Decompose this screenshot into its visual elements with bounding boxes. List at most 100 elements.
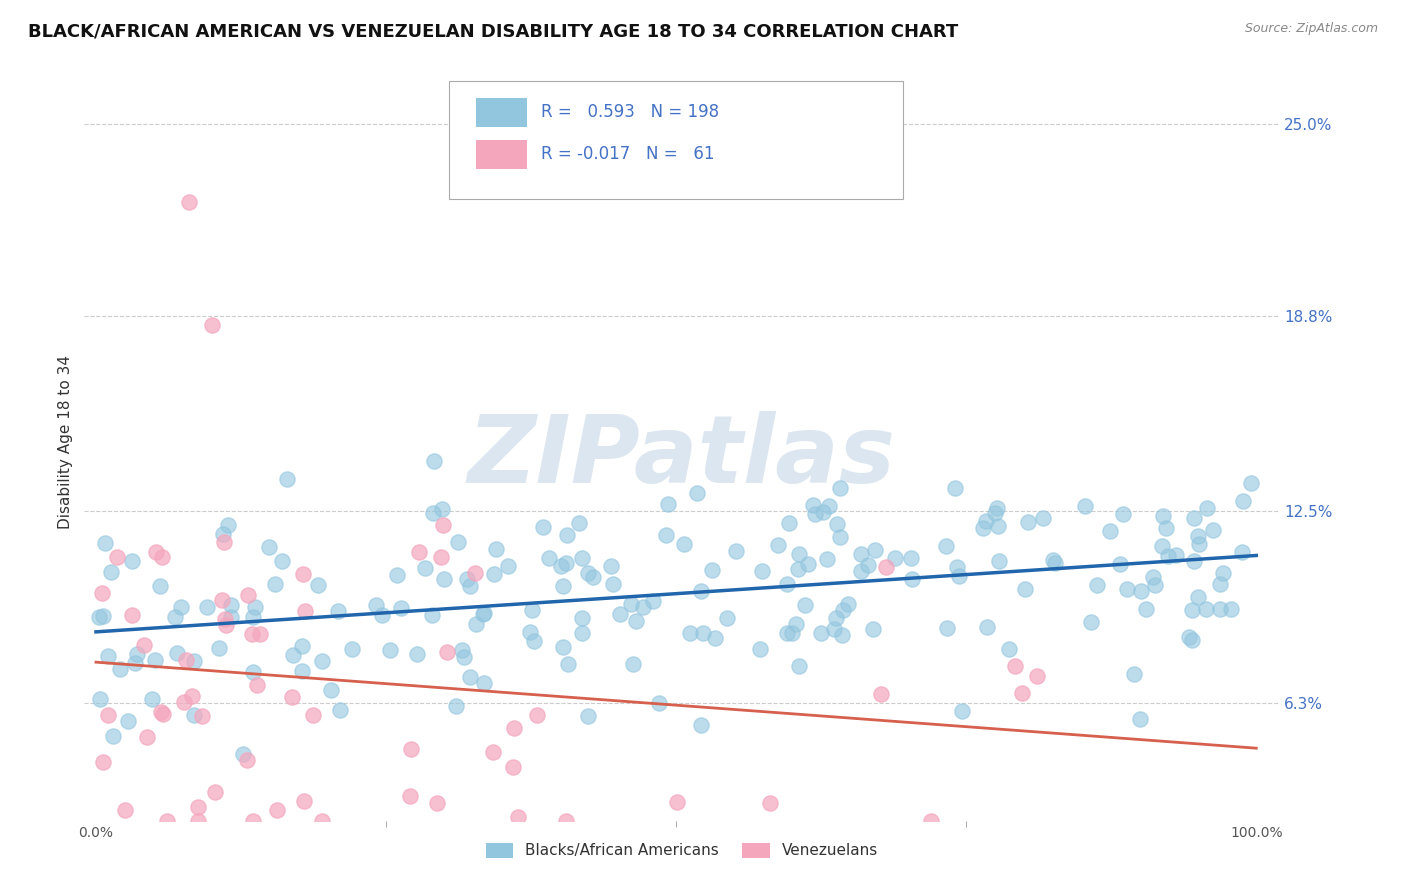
Point — [935, 621, 957, 635]
Point — [1180, 603, 1202, 617]
Point — [1181, 632, 1204, 647]
Text: R = -0.017   N =   61: R = -0.017 N = 61 — [541, 145, 714, 163]
Point — [430, 502, 453, 516]
Point — [94, 536, 117, 550]
Point — [291, 639, 314, 653]
Point — [150, 550, 173, 565]
Point — [823, 623, 845, 637]
Point — [508, 810, 530, 824]
Point — [948, 569, 970, 583]
Point — [156, 814, 179, 828]
Point — [1129, 712, 1152, 726]
Point — [444, 699, 467, 714]
Point — [307, 578, 329, 592]
Point — [281, 690, 304, 704]
Point — [482, 745, 505, 759]
Point — [620, 597, 643, 611]
Point — [654, 528, 676, 542]
Point — [281, 648, 304, 663]
Point — [571, 611, 593, 625]
Point — [447, 534, 470, 549]
Point — [849, 548, 872, 562]
Point — [1098, 524, 1121, 538]
Point — [837, 597, 859, 611]
Point — [900, 572, 922, 586]
Point — [624, 614, 647, 628]
Point — [666, 795, 689, 809]
Point — [219, 610, 242, 624]
Point — [329, 703, 352, 717]
Point — [793, 598, 815, 612]
Point — [555, 814, 578, 828]
Point — [201, 318, 224, 333]
Point — [149, 579, 172, 593]
Point — [1209, 576, 1232, 591]
Point — [211, 593, 233, 607]
Point — [426, 796, 449, 810]
Point — [89, 692, 111, 706]
Point — [121, 554, 143, 568]
Point — [114, 804, 136, 818]
Point — [831, 603, 853, 617]
Point — [571, 626, 593, 640]
Point — [1144, 578, 1167, 592]
Point — [366, 598, 388, 612]
Point — [195, 599, 218, 614]
Point — [97, 649, 120, 664]
Point — [900, 551, 922, 566]
Point — [523, 634, 546, 648]
Point — [1150, 539, 1173, 553]
Point — [818, 499, 841, 513]
Point — [163, 609, 186, 624]
Point — [464, 566, 486, 580]
Point — [436, 645, 458, 659]
Point — [815, 551, 838, 566]
Point — [692, 625, 714, 640]
Point — [725, 543, 748, 558]
Point — [576, 708, 599, 723]
Point — [91, 755, 114, 769]
Point — [458, 579, 481, 593]
Y-axis label: Disability Age 18 to 34: Disability Age 18 to 34 — [58, 354, 73, 529]
Point — [136, 730, 159, 744]
Point — [863, 542, 886, 557]
Point — [105, 549, 128, 564]
Point — [1177, 630, 1199, 644]
Point — [641, 594, 664, 608]
Point — [988, 554, 1011, 568]
Point — [145, 544, 167, 558]
Point — [257, 540, 280, 554]
Point — [1187, 537, 1209, 551]
Point — [391, 600, 413, 615]
Point — [125, 647, 148, 661]
Point — [181, 690, 204, 704]
Point — [187, 814, 209, 828]
Point — [117, 714, 139, 729]
Point — [602, 577, 624, 591]
Point — [776, 577, 799, 591]
Point — [943, 481, 966, 495]
Point — [1209, 602, 1232, 616]
Point — [998, 641, 1021, 656]
Point — [827, 516, 849, 531]
Point — [1232, 493, 1254, 508]
Point — [465, 617, 488, 632]
Text: ZIPatlas: ZIPatlas — [468, 410, 896, 503]
Point — [1032, 511, 1054, 525]
Point — [453, 650, 475, 665]
Point — [484, 567, 506, 582]
Point — [984, 507, 1007, 521]
Point — [235, 753, 257, 767]
Point — [824, 611, 846, 625]
Point — [526, 708, 548, 723]
Point — [217, 518, 239, 533]
Point — [555, 557, 578, 571]
Point — [758, 796, 780, 810]
Point — [778, 516, 800, 531]
FancyBboxPatch shape — [477, 140, 527, 169]
Point — [502, 760, 524, 774]
Point — [1219, 602, 1241, 616]
Point — [177, 194, 200, 209]
Point — [326, 604, 349, 618]
Point — [621, 657, 644, 671]
